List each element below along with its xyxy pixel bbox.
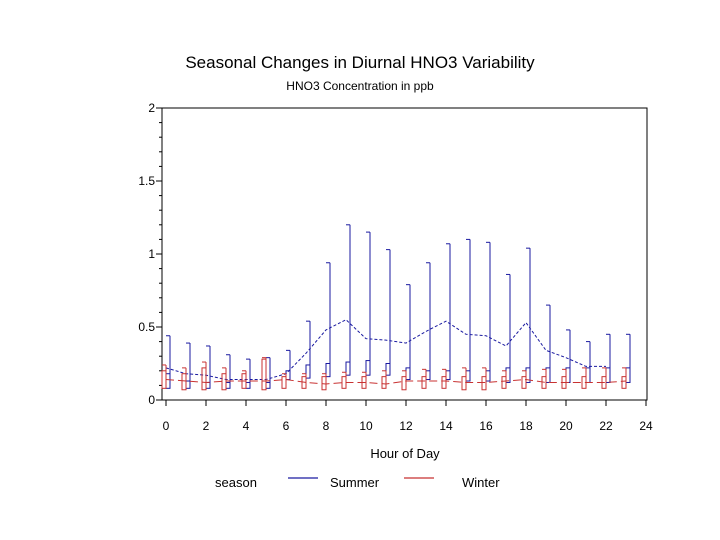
x-tick-label: 12 [399, 419, 413, 433]
y-tick-label: 1 [148, 247, 155, 261]
summer-box-h0 [165, 373, 171, 389]
winter-box-h16 [481, 376, 487, 391]
x-tick-label: 6 [283, 419, 290, 433]
legend: season Summer Winter [215, 475, 500, 490]
winter-box-h6 [281, 376, 287, 389]
summer-box-h12 [405, 367, 411, 381]
summer-box-h6 [285, 370, 291, 381]
y-tick-label: 2 [148, 101, 155, 115]
x-tick-label: 14 [439, 419, 453, 433]
x-tick-label: 22 [599, 419, 613, 433]
summer-box-h22 [605, 367, 611, 383]
winter-box-h19 [541, 376, 547, 389]
y-tick-label: 0.5 [138, 320, 155, 334]
winter-box-h13 [421, 376, 427, 389]
x-tick-label: 0 [163, 419, 170, 433]
x-tick-label: 16 [479, 419, 493, 433]
series-layer [161, 224, 631, 391]
summer-box-h10 [365, 360, 371, 376]
winter-box-h1 [181, 373, 187, 391]
chart-subtitle: HNO3 Concentration in ppb [286, 79, 434, 93]
summer-box-h7 [305, 364, 311, 379]
x-tick-label: 4 [243, 419, 250, 433]
series-winter [161, 357, 627, 391]
winter-box-h23 [621, 376, 627, 389]
summer-box-h1 [185, 380, 191, 389]
winter-box-h14 [441, 376, 447, 389]
legend-summer-label: Summer [330, 475, 380, 490]
x-tick-label: 20 [559, 419, 573, 433]
x-tick-label: 2 [203, 419, 210, 433]
plot-frame [161, 107, 648, 401]
legend-winter-label: Winter [462, 475, 500, 490]
summer-box-h15 [465, 370, 471, 382]
summer-box-h9 [345, 361, 351, 376]
winter-box-h3 [221, 373, 227, 391]
winter-box-h17 [501, 376, 507, 389]
summer-box-h16 [485, 370, 491, 382]
y-tick-label: 1.5 [138, 174, 155, 188]
summer-box-h19 [545, 367, 551, 383]
summer-box-h17 [505, 367, 511, 383]
winter-box-h18 [521, 376, 527, 389]
x-axis: 0 2 4 6 8 10 12 14 16 18 20 22 24 [163, 400, 653, 433]
summer-box-h11 [385, 363, 391, 376]
summer-box-h8 [325, 363, 331, 378]
x-axis-label: Hour of Day [370, 446, 440, 461]
winter-box-h2 [201, 367, 207, 391]
plot-border [161, 107, 648, 401]
winter-box-h0 [161, 370, 167, 389]
summer-box-h5 [265, 381, 271, 389]
winter-box-h11 [381, 376, 387, 389]
x-tick-label: 24 [639, 419, 653, 433]
y-tick-label: 0 [148, 393, 155, 407]
winter-box-h15 [461, 376, 467, 391]
chart-title: Seasonal Changes in Diurnal HNO3 Variabi… [185, 53, 535, 72]
winter-box-h7 [301, 376, 307, 389]
summer-box-h23 [625, 367, 631, 383]
winter-mean-line [165, 379, 627, 385]
x-tick-label: 8 [323, 419, 330, 433]
summer-box-h4 [245, 381, 251, 389]
summer-box-h20 [565, 367, 571, 383]
x-tick-label: 18 [519, 419, 533, 433]
winter-box-h9 [341, 376, 347, 389]
winter-box-h12 [401, 376, 407, 391]
summer-box-h14 [445, 370, 451, 381]
summer-mean-line [165, 319, 606, 381]
y-axis: 0 0.5 1 1.5 2 [138, 101, 162, 407]
x-tick-label: 10 [359, 419, 373, 433]
summer-box-h3 [225, 381, 231, 389]
summer-box-h2 [205, 381, 211, 389]
summer-box-h13 [425, 370, 431, 381]
summer-box-h21 [585, 367, 591, 383]
series-summer [165, 224, 631, 389]
legend-title: season [215, 475, 257, 490]
winter-box-h5 [261, 358, 267, 391]
